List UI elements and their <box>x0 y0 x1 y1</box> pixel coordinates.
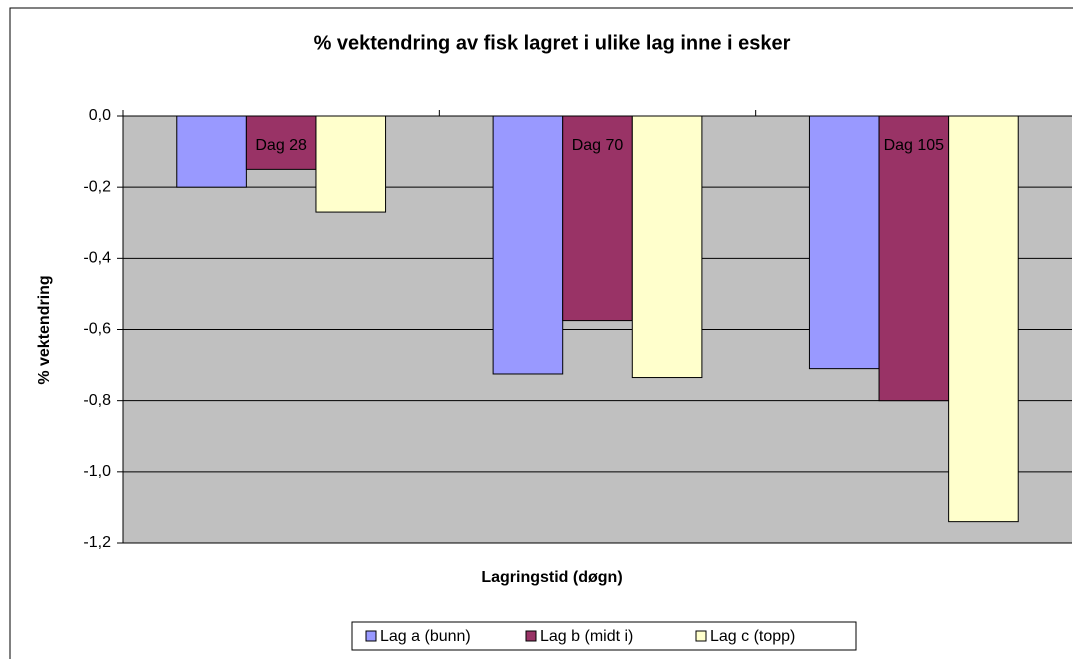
legend-swatch <box>525 630 537 642</box>
bar <box>631 115 703 379</box>
chart-title: % vektendring av fisk lagret i ulike lag… <box>314 32 791 54</box>
y-tick-label: -0,6 <box>83 321 111 338</box>
x-tick-label: Dag 28 <box>255 137 307 154</box>
y-tick-label: -0,4 <box>83 250 111 267</box>
x-tick-label: Dag 105 <box>884 137 945 154</box>
y-axis-title: % vektendring <box>36 275 53 384</box>
legend-box <box>351 621 857 651</box>
bar <box>315 115 387 213</box>
x-tick-label: Dag 70 <box>572 137 624 154</box>
bar <box>948 115 1019 523</box>
y-tick-label: 0,0 <box>89 107 111 124</box>
legend-label: Lag c (topp) <box>710 628 795 645</box>
bar <box>492 115 564 375</box>
y-tick-label: -1,2 <box>83 534 111 551</box>
x-axis-title: Lagringstid (døgn) <box>481 569 622 586</box>
legend-swatch <box>695 630 707 642</box>
bar <box>245 115 317 170</box>
bar <box>808 115 880 370</box>
legend-label: Lag b (midt i) <box>540 628 633 645</box>
legend-swatch <box>365 630 377 642</box>
legend-label: Lag a (bunn) <box>380 628 471 645</box>
legend: Lag a (bunn) Lag b (midt i) Lag c (topp) <box>351 621 857 651</box>
y-tick-label: -0,2 <box>83 178 111 195</box>
bar <box>878 115 950 402</box>
y-tick-label: -0,8 <box>83 392 111 409</box>
bar <box>176 115 247 188</box>
y-tick-label: -1,0 <box>83 463 111 480</box>
plot-area: 0,0 -0,2 -0,4 -0,6 -0,8 -1,0 -1,2 Dag 28 Dag 70 D… <box>83 107 1072 551</box>
